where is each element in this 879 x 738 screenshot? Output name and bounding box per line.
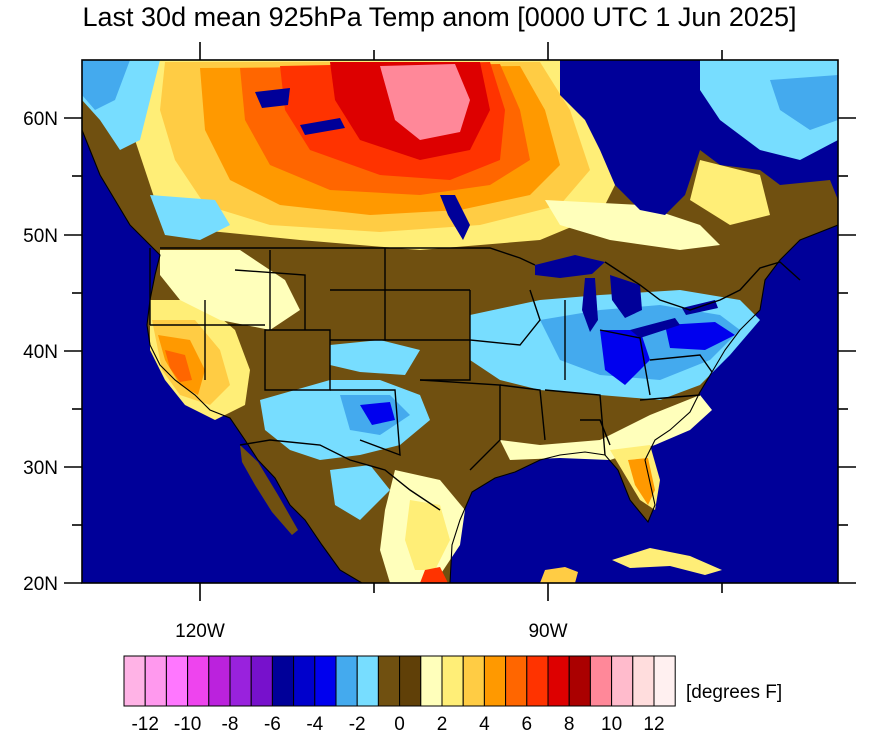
lon-label-90w: 90W [528, 621, 567, 642]
lake-huron [610, 275, 642, 318]
coastline [82, 129, 838, 583]
west-coast-warm-red [165, 350, 192, 382]
lat-label-50n: 50N [23, 226, 58, 247]
colorbar-swatch [335, 655, 358, 707]
colorbar-swatch [632, 655, 655, 707]
colorbar-swatch [462, 655, 485, 707]
colorbar-tick-label: -10 [174, 714, 201, 735]
northeast-mild [545, 200, 720, 250]
mexico-warm-red [420, 567, 448, 583]
colorbar-swatch [187, 655, 210, 707]
colorbar-tick-label: -4 [306, 714, 323, 735]
colorbar-swatch [229, 655, 252, 707]
colorbar-swatch [123, 655, 146, 707]
east-canada-cooler [770, 75, 838, 130]
east-us-cold-pa [665, 322, 735, 350]
lat-label-60n: 60N [23, 109, 58, 130]
colorbar-swatch [483, 655, 507, 707]
hudson-bay [560, 60, 700, 215]
lon-label-120w: 120W [175, 621, 225, 642]
plains-cool [330, 340, 420, 375]
colorbar-tick-label: 0 [394, 714, 405, 735]
colorbar-tick-label: -8 [222, 714, 239, 735]
gulf-warm-light [500, 395, 712, 460]
colorbar-tick-label: -12 [131, 714, 158, 735]
map-frame [81, 59, 839, 584]
colorbar-tick-label: 6 [522, 714, 533, 735]
canada-warm-pink [380, 64, 470, 140]
colorbar-swatch [611, 655, 634, 707]
baja-land [240, 445, 298, 535]
lat-label-20n: 20N [23, 574, 58, 595]
colorbar-swatch [399, 655, 422, 707]
lat-label-30n: 30N [23, 458, 58, 479]
colorbar-swatch [420, 655, 443, 707]
chart-title: Last 30d mean 925hPa Temp anom [0000 UTC… [82, 2, 797, 32]
colorbar-tick-label: 12 [643, 714, 664, 735]
axis-ticks [64, 42, 856, 601]
colorbar-swatch [314, 655, 337, 707]
mexico-cool [330, 465, 390, 520]
east-canada-light [690, 160, 770, 225]
colorbar-units-label: [degrees F] [686, 682, 783, 703]
colorbar-swatch [377, 655, 401, 707]
yucatan-land [540, 567, 578, 583]
colorbar-swatch [271, 655, 295, 707]
east-us-cold-mi [600, 330, 650, 385]
texas-warm-yellow [405, 500, 450, 570]
florida-warm-orange [628, 458, 655, 505]
colorbar-swatch [526, 655, 549, 707]
colorbar-swatch [293, 655, 316, 707]
colorbar: -12 -10 -8 -6 -4 -2 0 2 4 6 8 10 12 [123, 655, 676, 735]
political-borders [149, 247, 801, 511]
colorbar-tick-label: 2 [437, 714, 448, 735]
colorbar-swatch [441, 655, 464, 707]
colorbar-tick-label: 10 [601, 714, 622, 735]
colorbar-swatch [165, 655, 189, 707]
colorbar-tick-label: 4 [479, 714, 490, 735]
colorbar-swatch [356, 655, 379, 707]
colorbar-swatch [250, 655, 273, 707]
lake-winnipeg [440, 195, 470, 240]
colorbar-swatch [653, 655, 676, 707]
bc-cool [150, 195, 230, 240]
colorbar-swatch [589, 655, 613, 707]
colorbar-swatch [547, 655, 570, 707]
lake-michigan [582, 278, 598, 332]
colorbar-swatch [505, 655, 528, 707]
colorbar-tick-label: 8 [564, 714, 575, 735]
colorbar-swatch [568, 655, 591, 707]
northwest-cooler [82, 60, 130, 110]
lake-erie [630, 318, 680, 338]
colorbar-swatch [208, 655, 231, 707]
colorbar-tick-label: -2 [349, 714, 366, 735]
map-area [82, 60, 838, 583]
colorbar-swatch [144, 655, 167, 707]
colorbar-tick-label: -6 [264, 714, 281, 735]
west-coast-mild [160, 250, 300, 330]
lake-superior [535, 255, 605, 278]
great-slave-lake [300, 118, 345, 135]
lat-label-40n: 40N [23, 342, 58, 363]
cuba-land [612, 548, 722, 575]
southwest-cold [360, 402, 395, 425]
great-bear-lake [255, 88, 290, 108]
